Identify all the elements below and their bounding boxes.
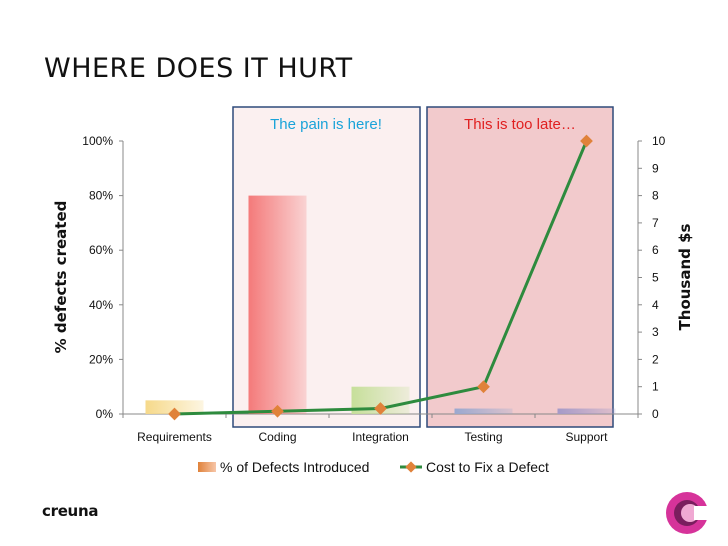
legend-label-line: Cost to Fix a Defect xyxy=(426,459,549,475)
highlight-zones xyxy=(232,106,614,428)
bar-support xyxy=(557,408,616,414)
y2-tick-label: 4 xyxy=(652,298,659,312)
x-tick-label: Testing xyxy=(464,430,502,444)
callout-late: This is too late… xyxy=(464,116,576,133)
cost-marker-requirements xyxy=(168,407,181,421)
y-axis-label: % defects created xyxy=(52,201,70,354)
y2-tick-label: 3 xyxy=(652,325,659,339)
bar-testing xyxy=(454,408,513,414)
legend-label-bar: % of Defects Introduced xyxy=(220,459,369,475)
cost-marker-testing xyxy=(477,380,490,394)
y-tick-label: 40% xyxy=(89,298,113,312)
bar-series xyxy=(145,195,616,414)
y2-tick-label: 9 xyxy=(652,161,659,175)
cost-marker-coding xyxy=(271,404,284,418)
x-tick-label: Requirements xyxy=(137,430,212,444)
callouts: The pain is here! This is too late… xyxy=(270,116,576,133)
legend-swatch-marker xyxy=(405,461,417,473)
x-tick-label: Support xyxy=(565,430,608,444)
y2-tick-label: 7 xyxy=(652,216,659,230)
y2-tick-label: 2 xyxy=(652,352,659,366)
late-zone-box xyxy=(426,106,614,428)
y2-axis-label: Thousand $s xyxy=(676,223,694,330)
y-tick-label: 100% xyxy=(82,134,113,148)
chart-legend: % of Defects Introduced Cost to Fix a Def… xyxy=(198,459,549,475)
y2-tick-label: 10 xyxy=(652,134,666,148)
y2-tick-label: 0 xyxy=(652,407,659,421)
y-tick-label: 80% xyxy=(89,189,113,203)
callout-pain: The pain is here! xyxy=(270,116,382,133)
y-tick-label: 20% xyxy=(89,352,113,366)
cost-marker-integration xyxy=(374,402,387,415)
brand-mark-icon xyxy=(666,492,710,534)
x-tick-label: Integration xyxy=(352,430,409,444)
y2-tick-label: 6 xyxy=(652,243,659,257)
legend-swatch-bar xyxy=(198,462,216,472)
bar-coding xyxy=(248,195,307,414)
x-tick-label: Coding xyxy=(258,430,296,444)
brand-logo-text: creuna xyxy=(42,502,99,520)
y-tick-label: 0% xyxy=(96,407,114,421)
bar-requirements xyxy=(145,400,204,414)
slide-title: WHERE DOES IT HURT xyxy=(44,53,353,84)
y2-tick-label: 8 xyxy=(652,189,659,203)
y2-tick-label: 5 xyxy=(652,271,659,285)
y-tick-label: 60% xyxy=(89,243,113,257)
y2-tick-label: 1 xyxy=(652,380,659,394)
